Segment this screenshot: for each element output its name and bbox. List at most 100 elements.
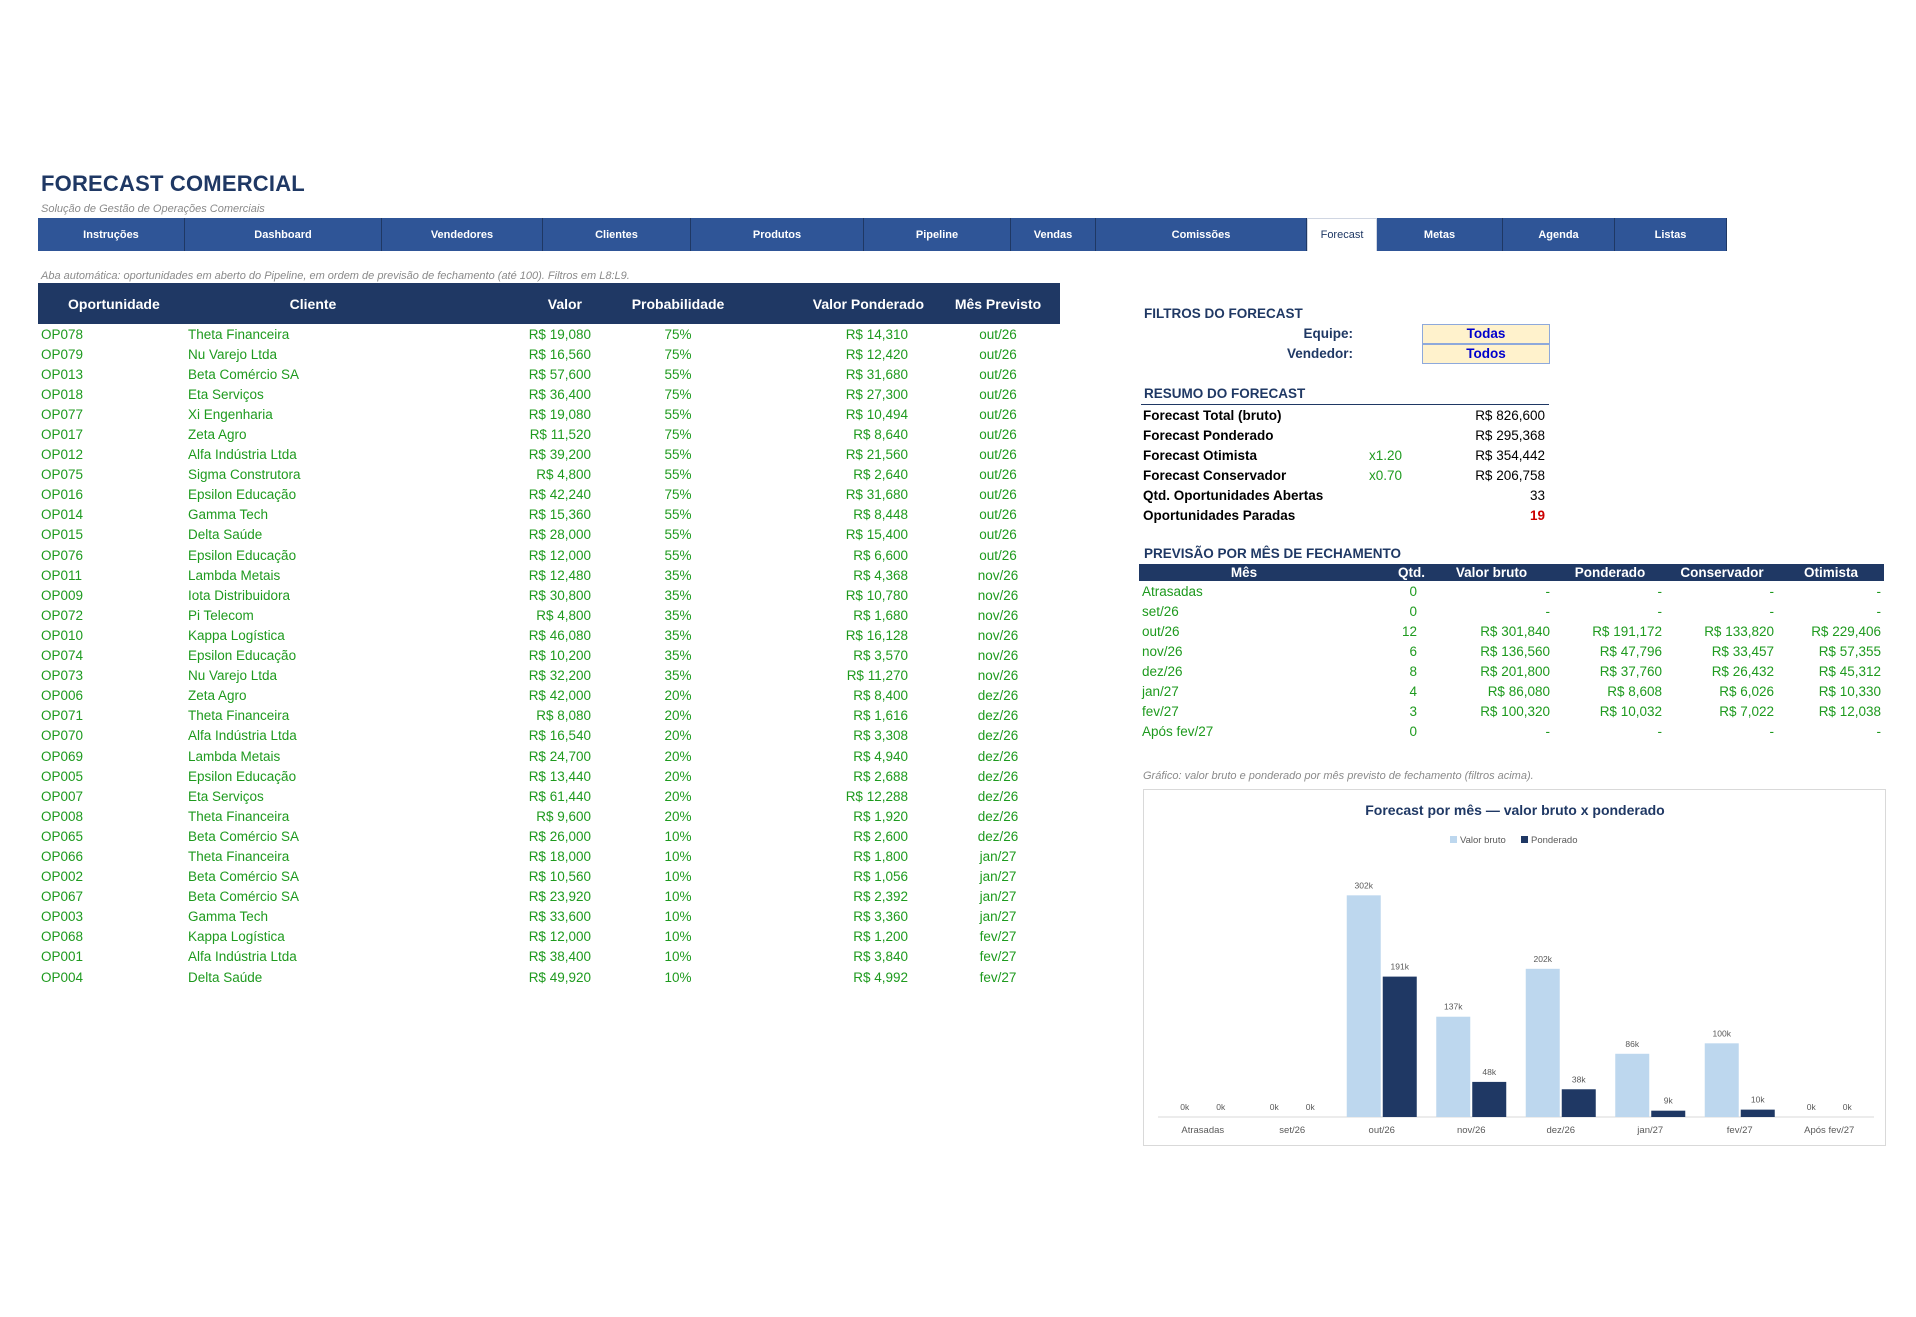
cell-probabilidade: 20% [664,728,692,744]
cell-mes-previsto: dez/26 [977,768,1019,784]
tab-pipeline[interactable]: Pipeline [864,218,1011,251]
cell-mes-previsto: dez/26 [977,728,1019,744]
cell-valor-ponderado: R$ 31,680 [845,487,908,503]
cell-valor-ponderado: R$ 15,400 [845,527,908,543]
cell-mes-previsto: jan/27 [979,848,1017,864]
cell-otimista: - [1876,603,1882,619]
cell-oportunidade: OP066 [41,848,84,864]
summary-value: R$ 206,758 [1475,467,1545,483]
vendedor-filter[interactable]: Todos [1422,344,1550,364]
cell-cliente: Lambda Metais [188,567,281,583]
cell-oportunidade: OP003 [41,909,84,925]
cell-oportunidade: OP016 [41,487,84,503]
table-row: OP007 Eta Serviços R$ 61,440 20% R$ 12,288 de… [38,786,1060,806]
cell-probabilidade: 75% [664,326,692,342]
cell-mes-previsto: nov/26 [977,567,1019,583]
cell-conservador: R$ 6,026 [1719,684,1774,700]
cell-oportunidade: OP004 [41,969,84,985]
cell-mes: nov/26 [1142,643,1183,659]
cell-probabilidade: 35% [664,668,692,684]
table-row: OP017 Zeta Agro R$ 11,520 75% R$ 8,640 out/26 [38,424,1060,444]
cell-oportunidade: OP002 [41,869,84,885]
cell-valor: R$ 30,800 [528,587,591,603]
legend-label-0: Valor bruto [1460,835,1506,846]
cell-probabilidade: 10% [664,889,692,905]
cell-cliente: Zeta Agro [188,688,247,704]
summary-label: Forecast Ponderado [1143,427,1274,443]
page-title: FORECAST COMERCIAL [41,171,305,196]
cell-valor-ponderado: R$ 6,600 [853,547,908,563]
summary-value: R$ 354,442 [1475,447,1545,463]
tab-metas[interactable]: Metas [1377,218,1503,251]
table-row: OP069 Lambda Metais R$ 24,700 20% R$ 4,940 de… [38,746,1060,766]
cell-mes-previsto: nov/26 [977,668,1019,684]
tab-comissoes[interactable]: Comissões [1096,218,1307,251]
table-row: OP078 Theta Financeira R$ 19,080 75% R$ 14,3… [38,324,1060,344]
tab-dashboard[interactable]: Dashboard [185,218,382,251]
data-label: 0k [1216,1102,1226,1112]
cell-valor-ponderado: R$ 2,688 [853,768,908,784]
tab-forecast[interactable]: Forecast [1307,218,1377,251]
tab-produtos[interactable]: Produtos [691,218,864,251]
cell-valor-ponderado: R$ 14,310 [845,326,908,342]
cell-valor-ponderado: R$ 1,800 [853,848,908,864]
cell-probabilidade: 35% [664,648,692,664]
cell-conservador: - [1769,583,1775,599]
tab-clientes[interactable]: Clientes [543,218,691,251]
cell-otimista: R$ 57,355 [1818,643,1881,659]
tab-listas[interactable]: Listas [1615,218,1727,251]
cell-valor: R$ 36,400 [528,386,591,402]
cell-qtd: 0 [1409,603,1417,619]
cell-cliente: Theta Financeira [188,708,290,724]
cell-valor: R$ 42,240 [528,487,591,503]
forecast-table: Oportunidade Cliente Valor Probabilidade… [38,283,1060,987]
cell-probabilidade: 10% [664,828,692,844]
bar-valor-bruto [1525,968,1560,1117]
monthly-table-header: Mês Qtd. Valor bruto Ponderado Conservad… [1139,564,1884,581]
cell-oportunidade: OP005 [41,768,84,784]
tab-instrucoes[interactable]: Instruções [38,218,185,251]
cell-valor: R$ 4,800 [536,467,591,483]
tab-vendas[interactable]: Vendas [1011,218,1096,251]
x-tick-label: Após fev/27 [1804,1125,1854,1136]
cell-oportunidade: OP075 [41,467,84,483]
forecast-chart[interactable]: Forecast por mês — valor bruto x pondera… [1143,789,1886,1146]
cell-valor-bruto: R$ 86,080 [1487,684,1550,700]
cell-valor-ponderado: R$ 21,560 [845,447,908,463]
cell-cliente: Alfa Indústria Ltda [188,728,297,744]
table-row: OP005 Epsilon Educação R$ 13,440 20% R$ 2,68… [38,766,1060,786]
cell-valor-ponderado: R$ 8,400 [853,688,908,704]
table-row: dez/26 8 R$ 201,800 R$ 37,760 R$ 26,432 R$ 45… [1139,661,1884,681]
cell-mes-previsto: dez/26 [977,688,1019,704]
cell-oportunidade: OP067 [41,889,84,905]
header-valor: Valor [547,295,582,312]
header-oportunidade: Oportunidade [68,295,160,312]
cell-valor: R$ 9,600 [536,808,591,824]
equipe-filter[interactable]: Todas [1422,324,1550,344]
cell-valor: R$ 42,000 [528,688,591,704]
cell-valor-ponderado: R$ 1,056 [853,869,908,885]
table-row: OP018 Eta Serviços R$ 36,400 75% R$ 27,300 ou… [38,384,1060,404]
cell-cliente: Lambda Metais [188,748,281,764]
cell-cliente: Epsilon Educação [188,547,297,563]
data-label: 0k [1270,1102,1280,1112]
tab-vendedores[interactable]: Vendedores [382,218,543,251]
summary-row: Forecast Ponderado R$ 295,368 [1141,425,1549,445]
cell-cliente: Epsilon Educação [188,648,297,664]
cell-valor-ponderado: R$ 1,616 [853,708,908,724]
cell-mes: set/26 [1142,603,1179,619]
cell-probabilidade: 55% [664,366,692,382]
data-label: 202k [1534,954,1553,964]
cell-oportunidade: OP009 [41,587,84,603]
cell-probabilidade: 75% [664,487,692,503]
cell-valor-bruto: R$ 136,560 [1480,643,1550,659]
cell-valor: R$ 23,920 [528,889,591,905]
cell-valor-ponderado: R$ 3,360 [853,909,908,925]
table-row: OP004 Delta Saúde R$ 49,920 10% R$ 4,992 fev/… [38,967,1060,987]
cell-mes: jan/27 [1142,684,1179,700]
table-row: OP071 Theta Financeira R$ 8,080 20% R$ 1,616… [38,706,1060,726]
tab-agenda[interactable]: Agenda [1503,218,1615,251]
table-row: OP013 Beta Comércio SA R$ 57,600 55% R$ 31,6… [38,364,1060,384]
header-probabilidade: Probabilidade [631,295,725,312]
table-row: OP008 Theta Financeira R$ 9,600 20% R$ 1,920… [38,806,1060,826]
